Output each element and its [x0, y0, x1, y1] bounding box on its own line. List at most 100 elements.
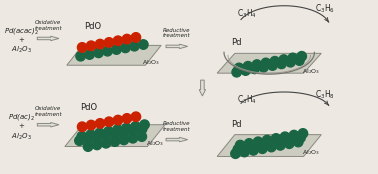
Circle shape	[241, 66, 250, 75]
Circle shape	[242, 143, 251, 152]
Circle shape	[250, 64, 259, 74]
Circle shape	[262, 135, 272, 145]
Text: C$_3$H$_8$: C$_3$H$_8$	[315, 89, 335, 101]
Circle shape	[138, 124, 147, 134]
Circle shape	[270, 57, 280, 66]
Circle shape	[87, 41, 96, 50]
Circle shape	[95, 39, 105, 49]
Circle shape	[232, 68, 242, 77]
Circle shape	[111, 129, 120, 139]
Circle shape	[234, 63, 244, 73]
Text: Reductive
treatment: Reductive treatment	[163, 28, 191, 38]
Circle shape	[119, 128, 129, 137]
Text: C$_3$H$_4$: C$_3$H$_4$	[237, 94, 257, 106]
Text: PdO: PdO	[81, 103, 98, 112]
Circle shape	[297, 52, 307, 61]
Circle shape	[77, 132, 87, 141]
Circle shape	[295, 56, 304, 65]
Circle shape	[75, 136, 84, 145]
Circle shape	[140, 120, 149, 129]
Circle shape	[121, 43, 130, 53]
Text: Oxidative
treatment: Oxidative treatment	[34, 20, 62, 30]
Circle shape	[260, 140, 270, 149]
Circle shape	[298, 129, 308, 138]
Circle shape	[253, 137, 263, 147]
Circle shape	[76, 52, 85, 61]
Circle shape	[285, 139, 294, 148]
Circle shape	[235, 140, 245, 150]
Polygon shape	[65, 125, 165, 147]
Circle shape	[251, 141, 260, 151]
Circle shape	[243, 61, 253, 71]
Circle shape	[104, 127, 113, 136]
Text: Pd: Pd	[231, 120, 242, 129]
Circle shape	[113, 125, 122, 135]
Polygon shape	[166, 137, 187, 142]
Text: C$_3$H$_4$: C$_3$H$_4$	[237, 7, 257, 20]
Circle shape	[92, 140, 102, 150]
Circle shape	[287, 135, 296, 144]
Text: Al$_2$O$_3$: Al$_2$O$_3$	[302, 148, 320, 157]
Circle shape	[104, 117, 114, 126]
Circle shape	[271, 134, 281, 143]
Circle shape	[94, 48, 103, 58]
Circle shape	[277, 59, 286, 69]
Circle shape	[122, 34, 132, 44]
Circle shape	[85, 50, 94, 59]
Circle shape	[95, 128, 104, 138]
Circle shape	[233, 145, 243, 154]
Circle shape	[104, 38, 114, 47]
Circle shape	[249, 146, 258, 155]
Circle shape	[83, 142, 93, 151]
Circle shape	[84, 134, 93, 144]
Circle shape	[122, 114, 132, 123]
Polygon shape	[67, 45, 161, 65]
Circle shape	[137, 132, 147, 141]
Text: C$_3$H$_6$: C$_3$H$_6$	[315, 2, 335, 15]
Text: Al$_2$O$_3$: Al$_2$O$_3$	[142, 58, 160, 67]
Circle shape	[119, 135, 129, 145]
Circle shape	[289, 130, 299, 140]
Circle shape	[261, 58, 271, 68]
Circle shape	[113, 115, 123, 125]
Circle shape	[269, 138, 279, 148]
Text: Pd(ac)$_2$
+
Al$_2$O$_3$: Pd(ac)$_2$ + Al$_2$O$_3$	[8, 112, 35, 142]
Circle shape	[112, 45, 121, 54]
Circle shape	[87, 120, 96, 130]
Circle shape	[93, 133, 102, 142]
Circle shape	[240, 147, 249, 157]
Circle shape	[279, 55, 288, 64]
Circle shape	[280, 132, 290, 141]
Circle shape	[286, 57, 295, 67]
Circle shape	[268, 61, 277, 70]
Circle shape	[293, 137, 303, 147]
Circle shape	[266, 142, 276, 152]
Circle shape	[130, 41, 139, 51]
Circle shape	[128, 133, 138, 143]
Circle shape	[288, 53, 297, 63]
Text: Pd: Pd	[231, 38, 242, 47]
Circle shape	[139, 40, 148, 49]
Circle shape	[103, 46, 112, 56]
Circle shape	[259, 62, 268, 72]
Circle shape	[231, 149, 240, 159]
Text: Pd(acac)$_2$
+
Al$_2$O$_3$: Pd(acac)$_2$ + Al$_2$O$_3$	[4, 26, 39, 55]
Polygon shape	[166, 44, 187, 49]
Polygon shape	[37, 36, 59, 41]
Polygon shape	[37, 122, 59, 127]
Text: Al$_2$O$_3$: Al$_2$O$_3$	[146, 139, 164, 148]
Circle shape	[131, 33, 141, 42]
Text: Reductive
treatment: Reductive treatment	[163, 121, 191, 132]
Polygon shape	[217, 53, 321, 73]
Circle shape	[129, 126, 138, 135]
Circle shape	[102, 131, 111, 140]
Polygon shape	[217, 135, 321, 156]
Text: PdO: PdO	[84, 22, 102, 30]
Text: Al$_2$O$_3$: Al$_2$O$_3$	[302, 67, 320, 76]
Circle shape	[101, 139, 111, 148]
Circle shape	[258, 144, 267, 153]
Circle shape	[296, 133, 305, 143]
Circle shape	[276, 141, 285, 150]
Circle shape	[252, 60, 262, 69]
Circle shape	[110, 137, 120, 146]
